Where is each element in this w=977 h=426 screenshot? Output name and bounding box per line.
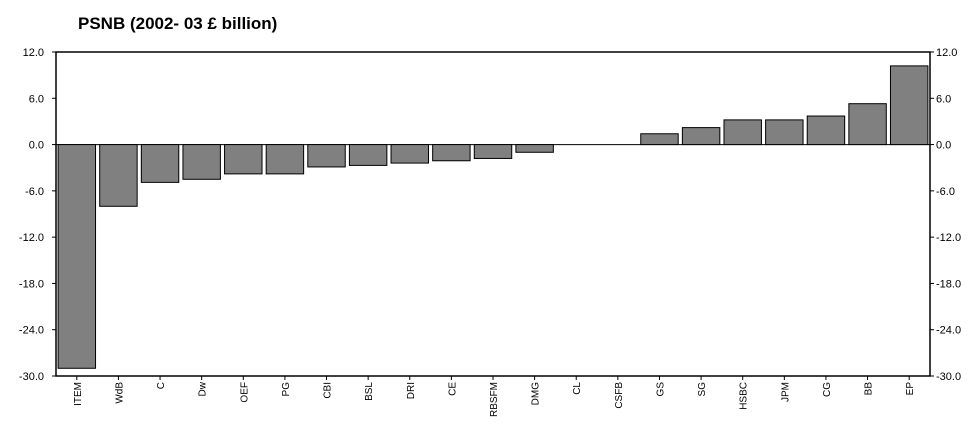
plot-area-frame bbox=[55, 51, 931, 377]
bar-dw bbox=[182, 144, 221, 180]
category-label: PG bbox=[281, 382, 292, 397]
category-label: DRI bbox=[406, 382, 417, 399]
left-y-tick-label: -6.0 bbox=[25, 186, 44, 198]
bar-jpm bbox=[765, 119, 804, 146]
right-y-tick-label: -6.0 bbox=[936, 186, 955, 198]
category-label: JPM bbox=[780, 382, 791, 402]
chart-title: PSNB (2002- 03 £ billion) bbox=[78, 14, 278, 33]
category-label: BSL bbox=[364, 382, 375, 401]
bar-gs bbox=[640, 133, 679, 146]
bar-dri bbox=[390, 144, 429, 164]
left-y-tick-label: -18.0 bbox=[19, 278, 44, 290]
bar-pg bbox=[265, 144, 305, 175]
category-label: DMG bbox=[531, 382, 542, 406]
category-label: ITEM bbox=[73, 382, 84, 406]
bar-bb bbox=[848, 103, 887, 146]
bar-ce bbox=[432, 144, 471, 162]
left-y-tick-label: -24.0 bbox=[19, 325, 44, 337]
left-y-tick-label: -12.0 bbox=[19, 232, 44, 244]
category-label: SG bbox=[697, 382, 708, 397]
category-label: WdB bbox=[114, 382, 125, 404]
bar-rbsfm bbox=[473, 144, 513, 159]
bar-c bbox=[140, 144, 180, 183]
category-label: OEF bbox=[239, 382, 250, 403]
bar-oef bbox=[224, 144, 263, 175]
category-label: BB bbox=[864, 382, 875, 396]
right-y-tick-label: 6.0 bbox=[936, 93, 951, 105]
bar-cg bbox=[806, 115, 846, 146]
bar-hsbc bbox=[723, 119, 762, 146]
bar-series bbox=[57, 65, 929, 369]
bar-cbi bbox=[307, 144, 346, 168]
right-y-tick-label: 0.0 bbox=[936, 140, 951, 152]
category-label: CG bbox=[822, 382, 833, 397]
bar-bsl bbox=[348, 144, 388, 166]
right-y-tick-label: 12.0 bbox=[936, 47, 957, 59]
category-label: CBI bbox=[323, 382, 334, 399]
category-label: EP bbox=[905, 382, 916, 396]
category-label: RBSFM bbox=[489, 382, 500, 417]
right-y-tick-label: -12.0 bbox=[936, 232, 961, 244]
left-y-tick-label: -30.0 bbox=[19, 371, 44, 383]
category-label: CE bbox=[447, 382, 458, 396]
bar-sg bbox=[681, 127, 721, 146]
category-label: GS bbox=[655, 382, 666, 397]
bar-ep bbox=[889, 65, 929, 146]
right-y-tick-label: -18.0 bbox=[936, 278, 961, 290]
left-y-tick-label: 12.0 bbox=[23, 47, 44, 59]
right-y-tick-label: -30.0 bbox=[936, 371, 961, 383]
category-label: CL bbox=[572, 382, 583, 395]
left-y-tick-label: 6.0 bbox=[29, 93, 44, 105]
category-label: C bbox=[156, 382, 167, 389]
left-y-tick-label: 0.0 bbox=[29, 140, 44, 152]
category-axis: ITEM WdB C Dw OEF PG CBI BSL DRI CE RBSFM DMG CL CSFB… bbox=[73, 376, 916, 417]
left-y-axis: 12.0 6.0 0.0 -6.0 -12.0 -18.0 -24.0 -30.0 bbox=[19, 47, 56, 383]
category-label: HSBC bbox=[739, 382, 750, 410]
category-label: CSFB bbox=[614, 382, 625, 409]
category-label: Dw bbox=[198, 381, 209, 396]
bar-item bbox=[57, 144, 97, 369]
bar-dmg bbox=[515, 144, 554, 153]
right-y-axis: 12.0 6.0 0.0 -6.0 -12.0 -18.0 -24.0 -30.0 bbox=[930, 47, 961, 383]
bar-wdb bbox=[99, 144, 138, 207]
right-y-tick-label: -24.0 bbox=[936, 325, 961, 337]
